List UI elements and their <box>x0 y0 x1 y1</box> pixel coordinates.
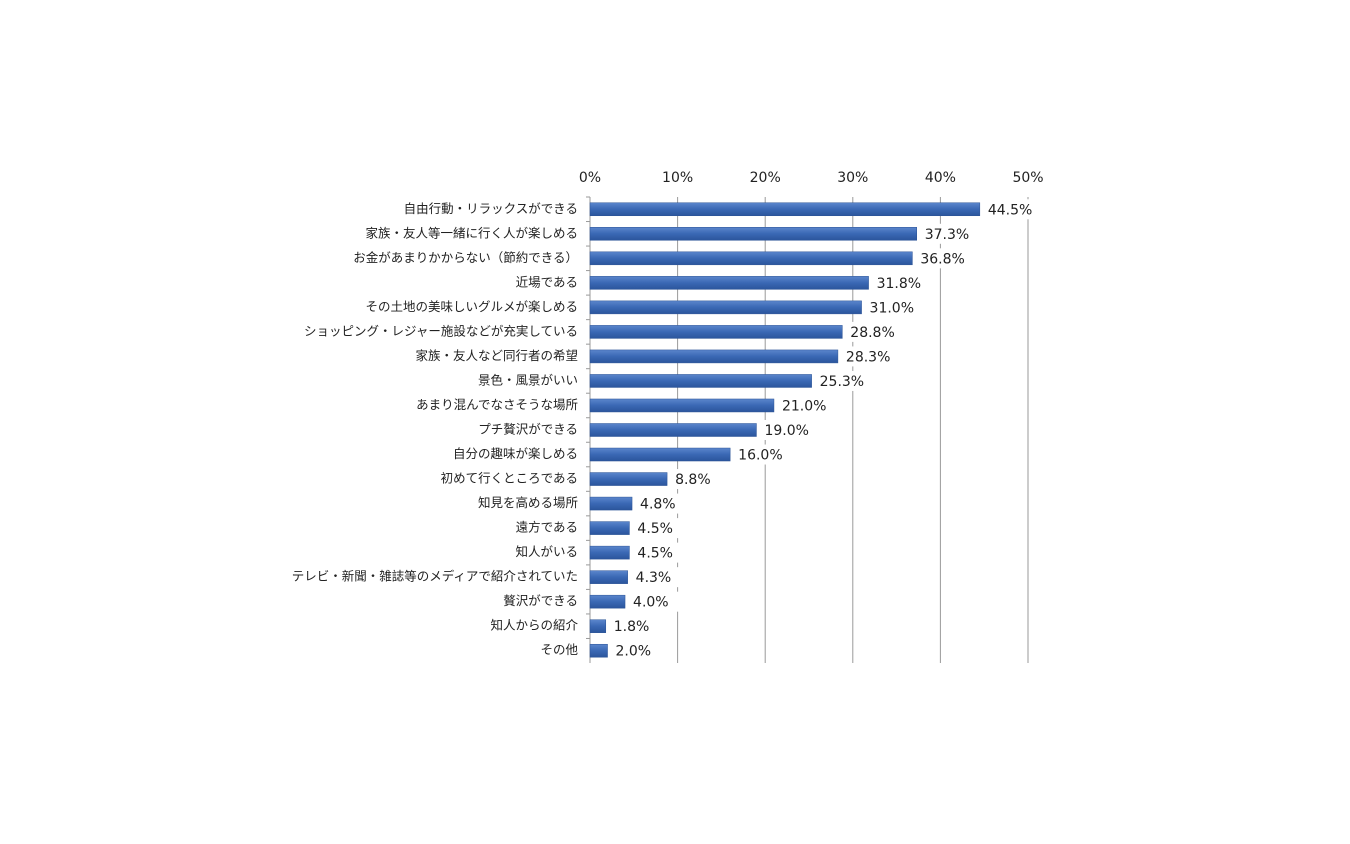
bar <box>589 349 839 364</box>
bar <box>589 227 917 241</box>
data-label: 19.0% <box>764 423 808 439</box>
bar <box>589 643 608 658</box>
x-tick-label: 50% <box>1012 170 1043 186</box>
label-bg <box>633 542 686 563</box>
data-label: 28.8% <box>850 325 894 341</box>
data-label: 31.8% <box>877 276 921 292</box>
data-label: 16.0% <box>738 448 782 464</box>
x-tick-label: 10% <box>662 170 693 186</box>
bar <box>589 472 668 486</box>
label-bg <box>983 199 1036 220</box>
y-tick-label: 贅沢ができる <box>503 593 578 608</box>
label-bg <box>920 223 973 244</box>
bar <box>589 300 862 315</box>
y-tick-label: お金があまりかからない（節約できる） <box>353 250 578 265</box>
bar <box>589 251 913 266</box>
y-tick-label: 知人がいる <box>515 544 578 559</box>
data-label: 4.3% <box>636 570 672 586</box>
data-label: 1.8% <box>614 619 650 635</box>
data-label: 31.0% <box>870 300 914 316</box>
y-tick-label: 家族・友人など同行者の希望 <box>415 348 578 363</box>
label-bg <box>631 567 684 588</box>
x-tick-label: 0% <box>579 170 601 186</box>
data-label: 2.0% <box>616 644 652 660</box>
data-label: 4.5% <box>637 546 673 562</box>
y-tick-label: 景色・風景がいい <box>478 372 578 387</box>
data-label: 4.0% <box>633 595 669 611</box>
label-bg <box>846 321 899 342</box>
bar <box>589 423 757 437</box>
x-tick-label: 20% <box>750 170 781 186</box>
label-bg <box>629 591 682 612</box>
data-label: 44.5% <box>988 202 1032 218</box>
label-bg <box>611 640 664 661</box>
y-tick-label: あまり混んでなさそうな場所 <box>416 397 578 412</box>
data-label: 36.8% <box>920 251 964 267</box>
y-tick-label: 自由行動・リラックスができる <box>404 201 578 216</box>
data-label: 4.5% <box>637 521 673 537</box>
x-tick-label: 40% <box>925 170 956 186</box>
y-tick-label: 知人からの紹介 <box>490 618 578 633</box>
label-bg <box>633 518 686 539</box>
y-tick-label: 知見を高める場所 <box>478 495 578 510</box>
data-label: 37.3% <box>925 227 969 243</box>
label-bg <box>760 420 813 440</box>
bar <box>589 619 607 633</box>
data-label: 8.8% <box>675 472 711 488</box>
y-tick-label: 近場である <box>516 274 578 289</box>
y-tick-label: 遠方である <box>516 520 578 535</box>
y-tick-label: テレビ・新聞・雑誌等のメディアで紹介されていた <box>292 569 578 584</box>
y-tick-label: その他 <box>540 642 578 657</box>
label-bg <box>865 297 918 318</box>
label-bg <box>671 469 724 490</box>
bar <box>589 594 626 609</box>
label-bg <box>916 248 969 269</box>
bar <box>589 325 843 339</box>
label-bg <box>815 370 868 391</box>
bar <box>589 276 869 290</box>
label-bg <box>872 272 925 293</box>
y-tick-label: 家族・友人等一緒に行く人が楽しめる <box>365 225 578 240</box>
label-bg <box>636 493 689 514</box>
bar <box>589 398 775 413</box>
bar <box>589 374 812 388</box>
y-tick-label: ショッピング・レジャー施設などが充実している <box>304 323 578 338</box>
bar <box>589 570 628 584</box>
data-label: 25.3% <box>820 374 864 390</box>
bar <box>589 202 981 217</box>
y-tick-label: プチ贅沢ができる <box>478 422 578 437</box>
x-tick-label: 30% <box>837 170 868 186</box>
bar <box>589 545 630 560</box>
label-bg <box>841 346 894 367</box>
data-label: 28.3% <box>846 349 890 365</box>
label-bg <box>734 444 787 465</box>
label-bg <box>777 395 830 416</box>
data-label: 4.8% <box>640 497 676 513</box>
bar <box>589 496 633 511</box>
bar <box>589 521 630 535</box>
data-label: 21.0% <box>782 398 826 414</box>
y-tick-label: その土地の美味しいグルメが楽しめる <box>365 299 578 314</box>
bar <box>589 447 731 462</box>
y-tick-label: 自分の趣味が楽しめる <box>453 446 578 461</box>
label-bg <box>609 616 662 637</box>
y-tick-label: 初めて行くところである <box>441 471 578 486</box>
